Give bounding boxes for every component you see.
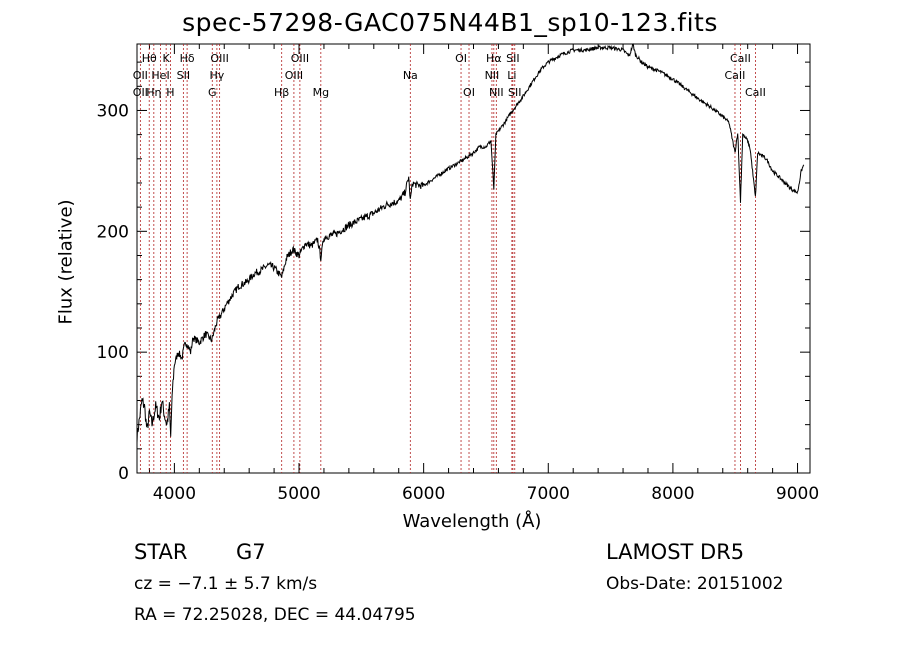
line-marker-label: CaII — [725, 69, 746, 82]
line-marker-label: Mg — [313, 86, 329, 99]
line-marker-label: HeI — [151, 69, 169, 82]
redshift-velocity: cz = −7.1 ± 5.7 km/s — [134, 574, 318, 594]
line-marker-label: SII — [508, 86, 521, 99]
line-marker-label: OIII — [291, 52, 309, 65]
line-marker-label: OIII — [285, 69, 303, 82]
chart-title: spec-57298-GAC075N44B1_sp10-123.fits — [182, 8, 718, 37]
line-marker-label: NII — [489, 86, 504, 99]
line-marker-label: G — [208, 86, 217, 99]
y-tick-label: 0 — [118, 464, 129, 484]
line-marker-label: NII — [485, 69, 500, 82]
x-tick-label: 6000 — [402, 484, 445, 504]
line-marker-label: SII — [177, 69, 190, 82]
line-marker-label: Hγ — [209, 69, 224, 82]
line-marker-label: OIII — [210, 52, 228, 65]
line-marker-label: Na — [403, 69, 418, 82]
line-marker-label: Hη — [146, 86, 161, 99]
x-tick-label: 9000 — [776, 484, 819, 504]
line-marker-label: Hδ — [180, 52, 195, 65]
line-marker-label: Li — [507, 69, 516, 82]
line-marker-label: OII — [133, 86, 148, 99]
observation-date: Obs-Date: 20151002 — [606, 574, 784, 594]
spectrum-line — [136, 43, 805, 443]
line-marker-label: SII — [506, 52, 519, 65]
survey-name: LAMOST DR5 — [606, 540, 745, 564]
line-marker-label: CaII — [730, 52, 751, 65]
line-marker-label: Hβ — [274, 86, 289, 99]
coordinates: RA = 72.25028, DEC = 44.04795 — [134, 605, 416, 625]
line-marker-label: OI — [455, 52, 467, 65]
x-tick-label: 5000 — [277, 484, 320, 504]
line-marker-label: K — [163, 52, 171, 65]
object-type: STAR — [134, 540, 188, 564]
object-subclass: G7 — [236, 540, 266, 564]
x-axis-label: Wavelength (Å) — [402, 511, 542, 532]
line-marker-label: CaII — [745, 86, 766, 99]
y-axis-label: Flux (relative) — [55, 199, 77, 325]
line-marker-label: Hθ — [142, 52, 157, 65]
x-tick-label: 7000 — [527, 484, 570, 504]
line-marker-label: OI — [463, 86, 475, 99]
line-marker-label: OII — [133, 69, 148, 82]
x-tick-label: 8000 — [651, 484, 694, 504]
y-tick-label: 200 — [97, 222, 129, 242]
line-marker-label: H — [166, 86, 174, 99]
y-tick-label: 300 — [97, 101, 129, 121]
x-tick-label: 4000 — [153, 484, 196, 504]
y-tick-label: 100 — [97, 343, 129, 363]
line-marker-label: Hα — [486, 52, 502, 65]
